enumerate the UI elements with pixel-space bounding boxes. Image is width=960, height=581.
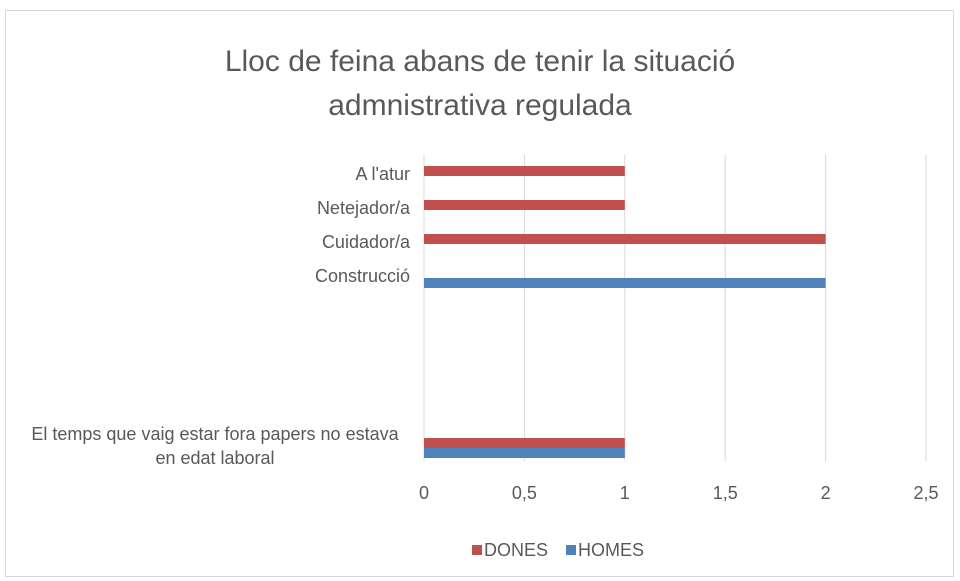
x-tick-label: 2 (820, 483, 831, 503)
chart-title: Lloc de feina abans de tenir la situació… (224, 45, 736, 122)
x-tick-label: 1,5 (712, 483, 738, 503)
legend-label: DONES (484, 540, 549, 560)
legend-label: HOMES (578, 540, 645, 560)
y-tick-label: Netejador/a (316, 198, 410, 218)
bar (424, 200, 625, 210)
y-tick-label: El temps que vaig estar fora papers no e… (31, 424, 399, 468)
x-tick-label: 0 (419, 483, 430, 503)
legend-swatch (472, 545, 482, 555)
x-tick-label: 1 (619, 483, 630, 503)
bar (424, 278, 826, 288)
y-tick-label: Construcció (314, 266, 410, 286)
x-tick-label: 2,5 (913, 483, 939, 503)
y-tick-label: Cuidador/a (321, 232, 410, 252)
legend-swatch (566, 545, 576, 555)
bar (424, 166, 625, 176)
bar (424, 448, 625, 458)
y-tick-label: A l'atur (355, 164, 410, 184)
chart-border (5, 10, 954, 577)
bar (424, 234, 826, 244)
bar (424, 438, 625, 448)
x-tick-label: 0,5 (511, 483, 537, 503)
